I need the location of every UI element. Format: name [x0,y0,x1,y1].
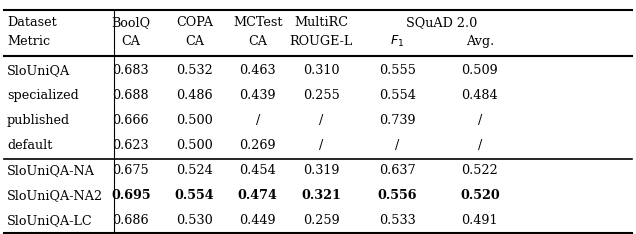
Text: 0.321: 0.321 [301,189,341,202]
Text: 0.637: 0.637 [379,164,416,177]
Text: /: / [395,139,399,152]
Text: CA: CA [248,35,267,48]
Text: 0.554: 0.554 [174,189,214,202]
Text: default: default [7,139,52,152]
Text: specialized: specialized [7,89,79,102]
Text: SloUniQA-NA2: SloUniQA-NA2 [7,189,103,202]
Text: /: / [478,114,482,127]
Text: $F_1$: $F_1$ [391,34,404,49]
Text: 0.484: 0.484 [462,89,498,102]
Text: 0.522: 0.522 [462,164,498,177]
Text: 0.530: 0.530 [176,214,212,227]
Text: 0.683: 0.683 [113,65,149,77]
Text: COPA: COPA [176,16,213,29]
Text: 0.500: 0.500 [176,114,212,127]
Text: 0.556: 0.556 [378,189,417,202]
Text: 0.520: 0.520 [460,189,500,202]
Text: SloUniQA-NA: SloUniQA-NA [7,164,95,177]
Text: 0.319: 0.319 [303,164,340,177]
Text: 0.474: 0.474 [238,189,278,202]
Text: CA: CA [184,35,204,48]
Text: 0.486: 0.486 [176,89,212,102]
Text: SloUniQA-LC: SloUniQA-LC [7,214,93,227]
Text: 0.269: 0.269 [239,139,276,152]
Text: /: / [478,139,482,152]
Text: 0.259: 0.259 [303,214,340,227]
Text: 0.686: 0.686 [113,214,149,227]
Text: Metric: Metric [7,35,50,48]
Text: 0.310: 0.310 [303,65,340,77]
Text: 0.554: 0.554 [379,89,416,102]
Text: 0.533: 0.533 [379,214,416,227]
Text: 0.439: 0.439 [239,89,276,102]
Text: 0.454: 0.454 [239,164,276,177]
Text: 0.524: 0.524 [176,164,212,177]
Text: 0.255: 0.255 [303,89,340,102]
Text: 0.509: 0.509 [462,65,498,77]
Text: 0.739: 0.739 [379,114,416,127]
Text: MultiRC: MultiRC [294,16,348,29]
Text: 0.491: 0.491 [462,214,498,227]
Text: 0.623: 0.623 [113,139,149,152]
Text: published: published [7,114,70,127]
Text: 0.500: 0.500 [176,139,212,152]
Text: MCTest: MCTest [233,16,282,29]
Text: /: / [319,139,323,152]
Text: 0.675: 0.675 [113,164,149,177]
Text: Dataset: Dataset [7,16,57,29]
Text: CA: CA [121,35,141,48]
Text: 0.666: 0.666 [113,114,149,127]
Text: SQuAD 2.0: SQuAD 2.0 [406,16,478,29]
Text: BoolQ: BoolQ [111,16,150,29]
Text: /: / [319,114,323,127]
Text: /: / [256,114,260,127]
Text: Avg.: Avg. [466,35,494,48]
Text: 0.532: 0.532 [176,65,212,77]
Text: 0.695: 0.695 [111,189,151,202]
Text: 0.555: 0.555 [379,65,416,77]
Text: 0.688: 0.688 [113,89,149,102]
Text: 0.463: 0.463 [239,65,276,77]
Text: ROUGE-L: ROUGE-L [289,35,353,48]
Text: SloUniQA: SloUniQA [7,65,71,77]
Text: 0.449: 0.449 [239,214,276,227]
